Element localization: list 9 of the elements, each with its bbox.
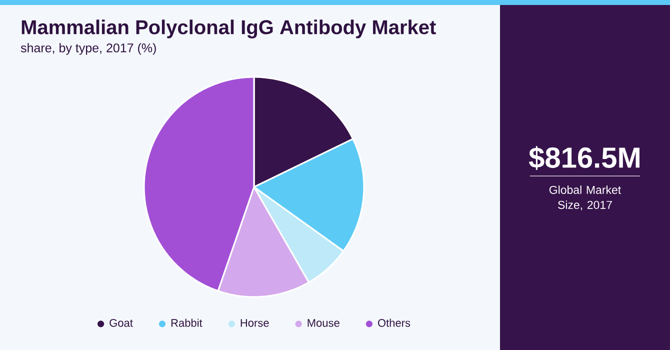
legend-label: Mouse [308,319,340,327]
text: Global Market Size, 2017 [549,186,621,210]
legend-label: Others [378,318,410,327]
chart-subtitle: share, by type, 2017 (%) [20,43,156,55]
legend-label: Horse [240,319,269,327]
text: $816.5M [528,146,640,170]
legend-label: Rabbit [171,318,202,327]
chart-title: Mammalian Polyclonal IgG Antibody Market [22,20,436,38]
legend-label: Goat [110,319,133,327]
